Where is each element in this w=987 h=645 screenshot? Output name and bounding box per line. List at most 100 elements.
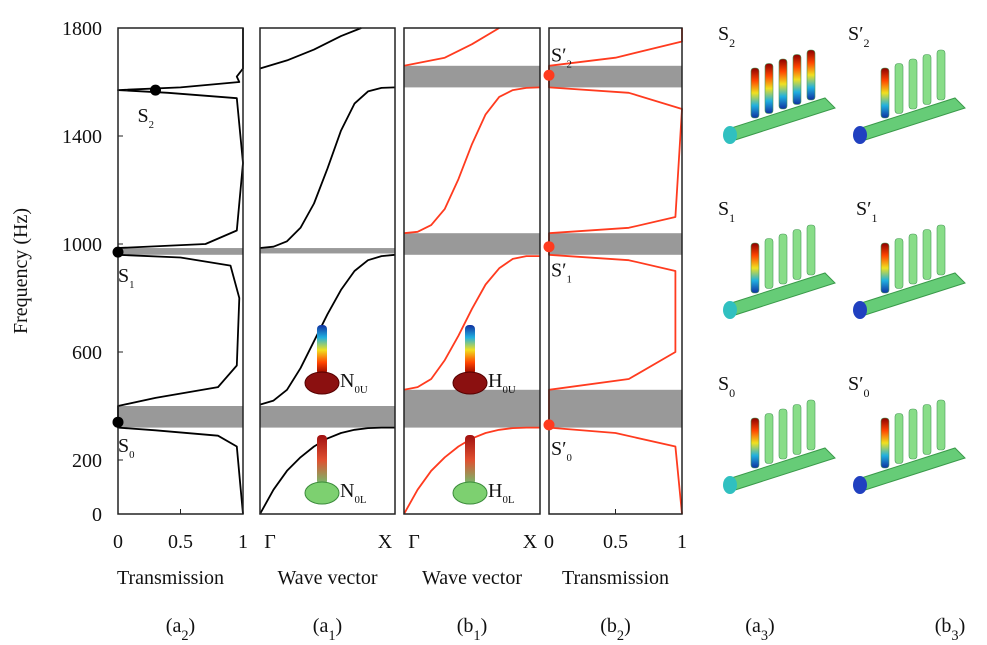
x-tick-label: Γ — [264, 531, 276, 553]
pillar — [792, 404, 802, 455]
mode-shape — [723, 399, 836, 494]
dispersion-curve — [259, 86, 396, 249]
panel-label-sub: 3 — [951, 628, 958, 640]
inset-label: H0L — [488, 480, 514, 506]
inset-label: N0L — [340, 480, 366, 506]
pillar — [792, 54, 802, 105]
x-axis-label: Wave vector — [278, 567, 378, 589]
panel-label: (b3) — [935, 615, 966, 640]
mode-point — [112, 246, 124, 258]
pillar — [806, 49, 816, 101]
dispersion-curve — [403, 27, 500, 67]
band-gap — [404, 233, 540, 255]
panel-label-base: (a — [313, 615, 329, 637]
inset-label-base: H — [488, 370, 502, 392]
mode-label-sub: 0 — [864, 386, 870, 400]
pillar — [806, 224, 816, 276]
dispersion-curve — [259, 253, 396, 406]
pillar — [894, 238, 904, 289]
pillar — [880, 417, 890, 469]
pillar — [750, 67, 760, 119]
pillar — [908, 233, 918, 285]
mode-point — [543, 241, 555, 253]
mode-label: S′0 — [848, 373, 870, 400]
unit-cell-inset — [304, 435, 340, 505]
x-tick-label: 0 — [544, 531, 554, 553]
panel-label-end: ) — [336, 615, 343, 637]
mode-label-base: S — [718, 373, 729, 395]
band-gap — [260, 248, 395, 254]
dispersion-curve — [403, 255, 540, 391]
unit-cell-inset — [304, 325, 340, 395]
mode-label-base: S — [718, 23, 729, 45]
axes-frame — [403, 27, 541, 515]
panel-label-sub: 1 — [328, 628, 335, 640]
dispersion-curve — [403, 86, 541, 235]
x-tick-label: X — [523, 531, 538, 553]
waveguide-end — [853, 476, 867, 494]
panel-label-sub: 2 — [617, 628, 624, 640]
band-gap — [260, 406, 395, 428]
pillar — [778, 408, 788, 460]
pillar — [936, 49, 946, 101]
y-tick-label: 1000 — [62, 234, 102, 256]
y-tick-label: 200 — [72, 450, 102, 472]
y-tick-label: 600 — [72, 342, 102, 364]
mode-label-base: S′ — [848, 373, 864, 395]
mode-point — [543, 419, 555, 431]
panel — [548, 27, 683, 515]
pillar — [880, 67, 890, 119]
point-label-sub: 1 — [129, 279, 134, 291]
panel-label-sub: 1 — [473, 628, 480, 640]
dispersion-curve — [259, 426, 395, 515]
panel-label-base: (a — [745, 615, 761, 637]
panel-label-base: (b — [935, 615, 952, 637]
panel-label-end: ) — [959, 615, 966, 637]
pillar — [764, 413, 774, 464]
point-label-base: S — [118, 265, 129, 287]
mode-point — [112, 416, 124, 428]
pillar — [936, 224, 946, 276]
pillar — [778, 233, 788, 285]
band-gap — [118, 248, 243, 255]
point-label-sub: 0 — [129, 449, 134, 461]
y-axis-label: Frequency (Hz) — [10, 208, 32, 334]
pillar — [936, 399, 946, 451]
pillar — [922, 229, 932, 280]
point-label-sub: 0 — [567, 452, 572, 464]
band-gap — [118, 406, 243, 428]
mode-label-sub: 2 — [864, 36, 870, 50]
axes-frame — [117, 27, 244, 515]
unit-cell-inset — [452, 435, 488, 505]
point-label-base: S — [138, 105, 149, 127]
mode-label: S2 — [718, 23, 735, 50]
mode-label-sub: 0 — [729, 386, 735, 400]
panel-label-end: ) — [624, 615, 631, 637]
band-gap — [549, 233, 682, 255]
point-label: S1 — [118, 265, 135, 291]
panel-label: (a3) — [745, 615, 774, 640]
pillar — [317, 435, 327, 485]
panel-label-base: (b — [600, 615, 617, 637]
mode-label-base: S — [718, 198, 729, 220]
pillar — [792, 229, 802, 280]
point-label-base: S — [118, 435, 129, 457]
panel-label-base: (a — [166, 615, 182, 637]
pillar — [317, 325, 327, 375]
mode-point — [543, 69, 555, 81]
pillar — [880, 242, 890, 294]
point-label-base: S′ — [551, 44, 567, 66]
inset-label-base: N — [340, 370, 354, 392]
pillar — [806, 399, 816, 451]
panel — [403, 27, 541, 515]
mode-label: S1 — [718, 198, 735, 225]
mode-shape — [853, 49, 966, 144]
point-label: S′0 — [551, 438, 572, 464]
point-label: S2 — [138, 105, 155, 131]
mode-label-sub: 1 — [872, 211, 878, 225]
pillar — [750, 242, 760, 294]
y-tick-label: 1800 — [62, 18, 102, 40]
waveguide-end — [723, 126, 737, 144]
panel-label-sub: 2 — [181, 628, 188, 640]
